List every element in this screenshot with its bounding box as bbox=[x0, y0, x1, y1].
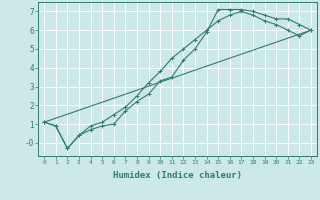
X-axis label: Humidex (Indice chaleur): Humidex (Indice chaleur) bbox=[113, 171, 242, 180]
